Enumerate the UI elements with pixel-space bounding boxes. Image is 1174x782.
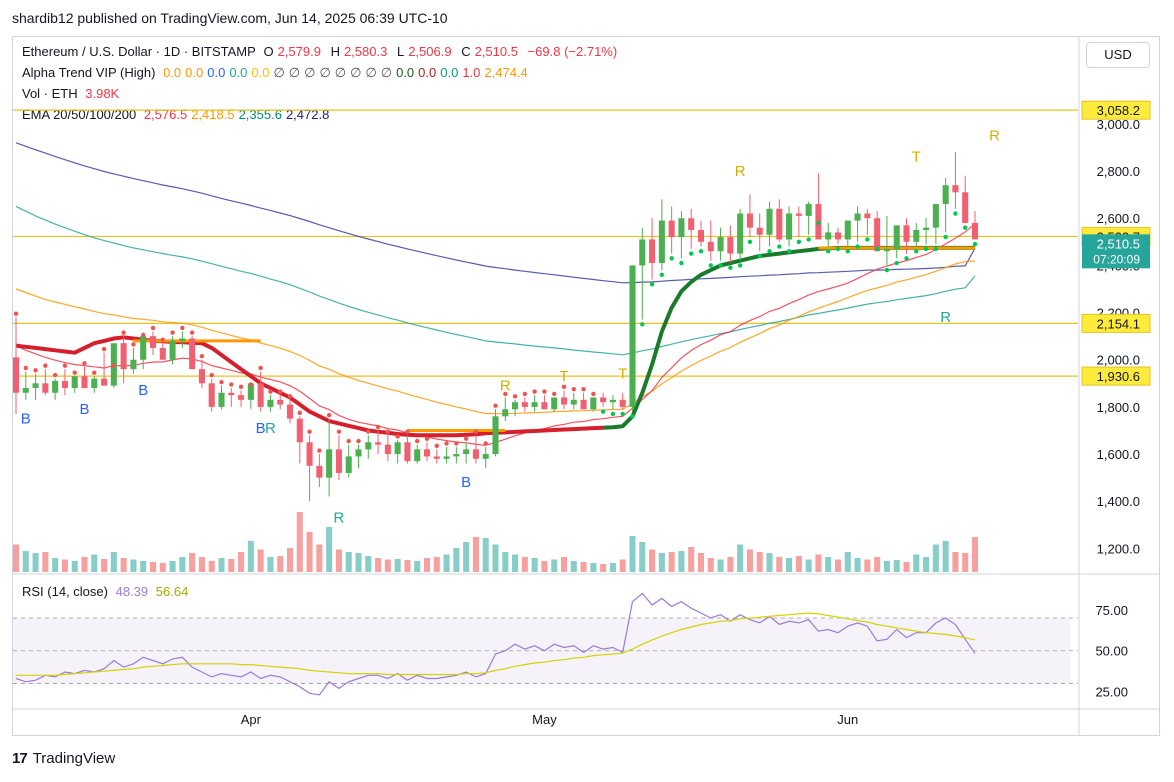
- alpha-trend-value: ∅: [365, 65, 377, 80]
- alpha-trend-value: 2,474.4: [484, 65, 528, 80]
- alpha-trend-value: 0.0: [440, 65, 459, 80]
- currency-button[interactable]: USD: [1086, 42, 1150, 68]
- close-value: 2,510.5: [474, 44, 518, 59]
- footer-brand[interactable]: TradingView: [32, 750, 116, 767]
- ema-value: 2,576.5: [143, 107, 188, 122]
- alpha-trend-value: ∅: [350, 65, 362, 80]
- alpha-trend-value: ∅: [319, 65, 331, 80]
- volume-legend: Vol · ETH 3.98K: [22, 86, 123, 101]
- rsi-ma-value: 56.64: [155, 584, 189, 599]
- ema-value: 2,418.5: [191, 107, 235, 122]
- alpha-trend-value: ∅: [334, 65, 347, 80]
- alpha-trend-legend: Alpha Trend VIP (High) 0.0 0.0 0.0 0.0 0.0 ∅ ∅…: [22, 65, 536, 81]
- change-value: −69.8 (−2.71%): [527, 44, 618, 59]
- low-value: 2,506.9: [408, 44, 452, 59]
- ema-values: 2,576.5 2,418.5 2,355.6 2,472.8: [144, 107, 334, 122]
- footer: 17 TradingView: [12, 750, 115, 767]
- alpha-trend-value: 0.0: [418, 65, 437, 80]
- ema-value: 2,472.8: [285, 107, 330, 122]
- ema-name[interactable]: EMA 20/50/100/200: [22, 107, 137, 122]
- alpha-trend-value: 1.0: [462, 65, 481, 80]
- volume-name[interactable]: Vol · ETH: [22, 86, 78, 101]
- alpha-trend-value: 0.0: [185, 65, 204, 80]
- ema-legend: EMA 20/50/100/200 2,576.5 2,418.5 2,355.6 2…: [22, 107, 337, 122]
- open-value: 2,579.9: [277, 44, 321, 59]
- alpha-trend-values: 0.0 0.0 0.0 0.0 0.0 ∅ ∅ ∅ ∅ ∅ ∅ ∅ ∅ 0.0 0.0 0.0 1.0 2,474…: [163, 65, 532, 80]
- rsi-name[interactable]: RSI (14, close): [22, 584, 108, 599]
- alpha-trend-value: ∅: [288, 65, 301, 80]
- alpha-trend-value: 0.0: [396, 65, 415, 80]
- symbol-title[interactable]: Ethereum / U.S. Dollar · 1D · BITSTAMP: [22, 44, 256, 59]
- chart-frame[interactable]: [12, 36, 1160, 736]
- alpha-trend-value: 0.0: [229, 65, 248, 80]
- rsi-value: 48.39: [115, 584, 149, 599]
- volume-value: 3.98K: [85, 86, 120, 101]
- alpha-trend-value: ∅: [304, 65, 316, 80]
- ema-value: 2,355.6: [238, 107, 282, 122]
- alpha-trend-value: 0.0: [251, 65, 270, 80]
- tradingview-logo-icon: 17: [12, 750, 28, 767]
- alpha-trend-name[interactable]: Alpha Trend VIP (High): [22, 65, 156, 80]
- high-value: 2,580.3: [343, 44, 388, 59]
- rsi-legend: RSI (14, close) 48.39 56.64: [22, 584, 192, 599]
- published-info: shardib12 published on TradingView.com, …: [12, 10, 448, 26]
- alpha-trend-value: ∅: [380, 65, 393, 80]
- alpha-trend-value: ∅: [273, 65, 285, 80]
- symbol-legend: Ethereum / U.S. Dollar · 1D · BITSTAMP O…: [22, 44, 618, 59]
- alpha-trend-value: 0.0: [163, 65, 182, 80]
- alpha-trend-value: 0.0: [207, 65, 226, 80]
